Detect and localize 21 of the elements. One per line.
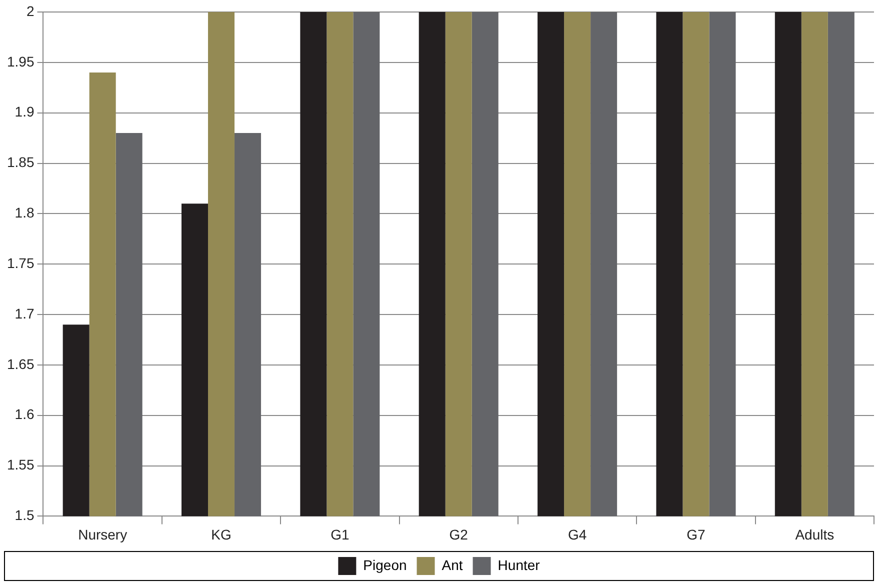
x-tick-label: KG bbox=[211, 526, 232, 542]
y-tick-label: 1.75 bbox=[7, 254, 34, 271]
legend-label: Pigeon bbox=[363, 556, 407, 573]
y-tick-label: 1.7 bbox=[14, 305, 34, 322]
y-tick-label: 1.55 bbox=[7, 456, 34, 473]
y-tick-label: 1.85 bbox=[7, 154, 34, 170]
y-tick-label: 1.95 bbox=[7, 53, 34, 70]
x-tick-label: Adults bbox=[795, 526, 834, 542]
x-tick-label: G1 bbox=[330, 526, 350, 542]
y-tick-label: 1.9 bbox=[14, 104, 34, 120]
y-tick-label: 1.5 bbox=[14, 507, 34, 524]
y-tick-label: 1.65 bbox=[7, 356, 34, 372]
x-tick-label: Nursery bbox=[78, 526, 128, 542]
legend-label: Ant bbox=[442, 556, 463, 573]
x-tick-label: G2 bbox=[449, 526, 468, 542]
y-tick-label: 1.6 bbox=[14, 406, 34, 422]
y-tick-label: 2 bbox=[26, 2, 34, 19]
legend-label: Hunter bbox=[498, 556, 540, 573]
y-tick-label: 1.8 bbox=[14, 204, 34, 221]
x-tick-label: G4 bbox=[568, 526, 587, 542]
x-tick-label: G7 bbox=[686, 526, 706, 542]
